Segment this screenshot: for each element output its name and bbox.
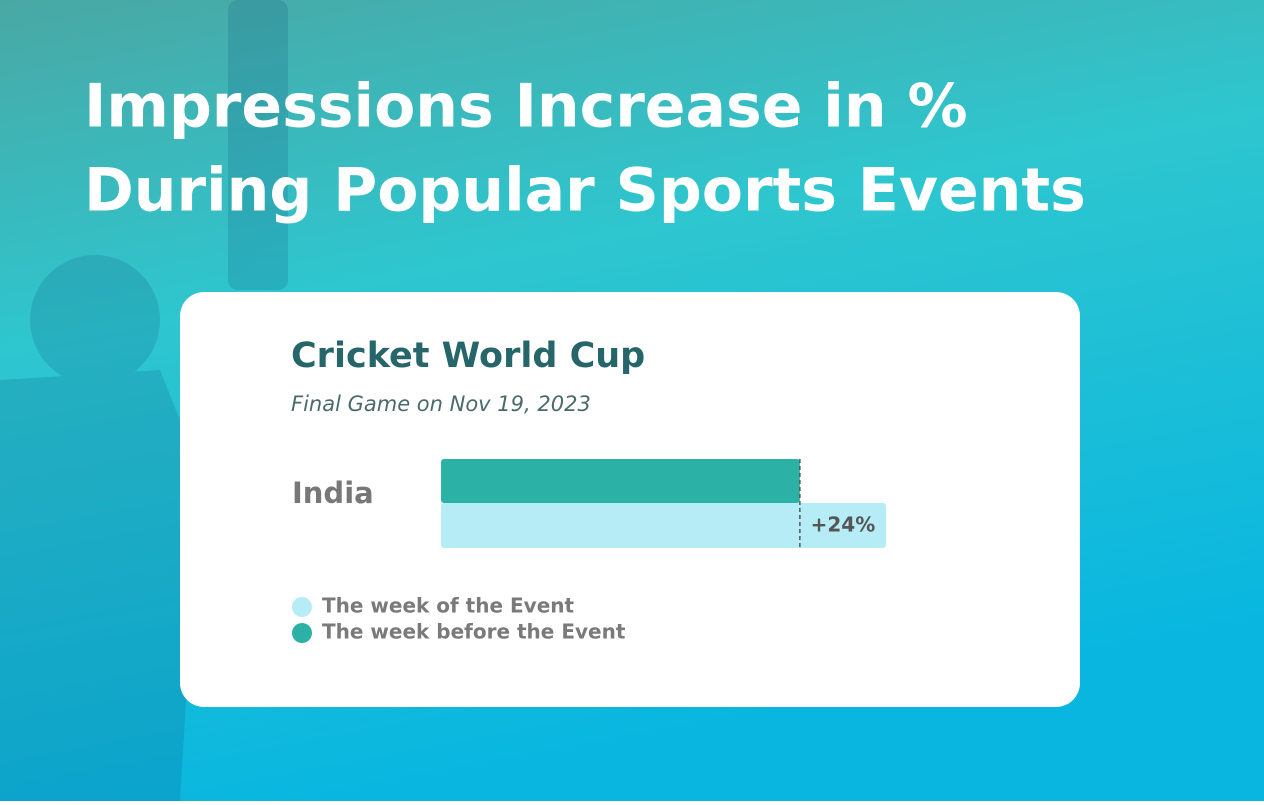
page-title: Impressions Increase in % [84,72,968,142]
legend-label: The week of the Event [322,594,575,618]
chart-title: Cricket World Cup [291,336,645,376]
legend-marker [292,597,312,617]
category-label: India [292,476,374,510]
chart-subtitle: Final Game on Nov 19, 2023 [291,392,591,416]
page-title: During Popular Sports Events [84,156,1086,226]
bar [441,503,886,548]
bar [441,459,800,503]
legend-label: The week before the Event [322,620,626,644]
player-silhouette [0,0,288,801]
legend-marker [292,623,312,643]
data-label: +24% [811,513,876,537]
